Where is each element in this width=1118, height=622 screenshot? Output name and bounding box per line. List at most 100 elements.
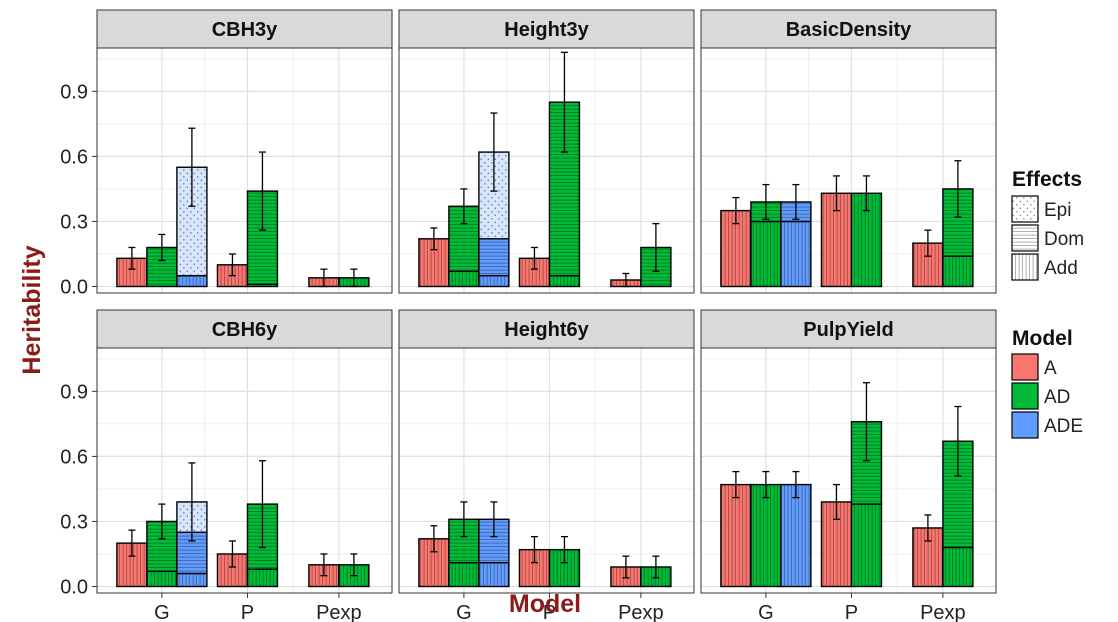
bar-pattern-dom: [478, 238, 509, 276]
facet-PulpYield: PulpYield: [700, 309, 997, 594]
y-tick-label: 0.9: [60, 81, 88, 103]
bar-Pexp-AD: [942, 405, 974, 588]
bar-pattern-add: [247, 569, 278, 587]
bar-pattern-add: [549, 275, 580, 287]
bar-P-AD: [850, 382, 883, 588]
x-tick-label: P: [845, 602, 858, 622]
bar-G-ADE: [780, 470, 812, 588]
y-tick-label: 0.3: [60, 511, 88, 533]
bar-Pexp-AD: [640, 555, 672, 588]
bar-pattern-add: [750, 221, 781, 287]
legend-title-model: Model: [1012, 327, 1073, 350]
facet-title: Height6y: [504, 319, 589, 341]
x-tick-label: P: [543, 602, 556, 622]
bar-Pexp-AD: [640, 222, 672, 288]
legend: Effects Epi Dom Add Model A AD ADE: [1011, 168, 1084, 439]
facet-Height3y: Height3y: [398, 9, 695, 294]
bar-G-A: [418, 227, 450, 288]
y-tick-label: 0.6: [60, 446, 88, 468]
panel-border: [700, 347, 997, 594]
bar-G-A: [418, 525, 450, 588]
bar-pattern-add: [942, 256, 973, 287]
x-tick-label: P: [241, 602, 254, 622]
panel-border: [398, 347, 695, 594]
bar-pattern-add: [780, 484, 811, 587]
facet-CBH3y: CBH3y: [96, 9, 393, 294]
bar-P-A: [820, 175, 853, 288]
bar-pattern-add: [780, 221, 811, 287]
bar-pattern-add: [720, 484, 751, 587]
bar-pattern-add: [247, 284, 278, 287]
legend-key-pattern: [1011, 253, 1039, 281]
bar-Pexp-AD: [338, 268, 370, 288]
bar-P-A: [518, 246, 551, 288]
facet-CBH6y: CBH6y: [96, 309, 393, 594]
facet-title: Height3y: [504, 19, 589, 41]
bar-pattern-add: [750, 484, 781, 587]
bar-pattern-add: [176, 275, 207, 287]
facet-title: CBH6y: [212, 319, 278, 341]
legend-label-epi: Epi: [1044, 200, 1071, 221]
y-axis-title: Heritability: [18, 245, 46, 374]
bar-P-AD: [850, 175, 883, 288]
bar-pattern-add: [478, 275, 509, 287]
facet-title: CBH3y: [212, 19, 278, 41]
x-tick-label: Pexp: [920, 602, 966, 622]
legend-key-pattern: [1011, 195, 1039, 223]
facet-Height6y: Height6y: [398, 309, 695, 594]
y-tick-label: 0.0: [60, 576, 88, 598]
bar-G-A: [720, 196, 752, 288]
legend-label-ad: AD: [1044, 387, 1070, 408]
bar-P-AD: [548, 51, 581, 288]
bar-G-A: [116, 529, 148, 588]
plot-background: [97, 48, 392, 293]
bar-P-A: [820, 483, 853, 588]
bar-Pexp-AD: [942, 160, 974, 288]
bar-G-A: [116, 246, 148, 288]
x-tick-label: Pexp: [618, 602, 664, 622]
bar-Pexp-AD: [338, 553, 370, 588]
bar-G-AD: [750, 470, 782, 588]
panel-border: [700, 47, 997, 294]
y-axis-ticks: 0.0 0.3 0.6 0.9 0.0 0.3 0.6 0.9: [60, 81, 97, 598]
panel-border: [96, 47, 393, 294]
legend-label-dom: Dom: [1044, 229, 1084, 250]
legend-key-pattern: [1011, 224, 1039, 252]
x-axis-ticks: G P Pexp G P Pexp G P Pexp: [154, 593, 966, 622]
legend-key-ade: [1011, 411, 1039, 439]
facet-strip: [398, 309, 695, 349]
bar-Pexp-A: [912, 229, 944, 288]
facet-title: BasicDensity: [786, 19, 912, 41]
bar-pattern-add: [176, 573, 207, 587]
legend-key-a: [1011, 353, 1039, 381]
bar-G-ADE: [176, 127, 208, 288]
bar-G-AD: [448, 501, 480, 588]
facet-strip: [96, 309, 393, 349]
facet-BasicDensity: BasicDensity: [700, 9, 997, 294]
facet-strip: [700, 9, 997, 49]
x-tick-label: G: [456, 602, 472, 622]
panel-border: [96, 347, 393, 594]
y-tick-label: 0.3: [60, 211, 88, 233]
bar-P-AD: [548, 535, 581, 588]
facet-title: PulpYield: [803, 319, 893, 341]
legend-label-ade: ADE: [1044, 416, 1083, 437]
x-tick-label: Pexp: [316, 602, 362, 622]
bar-P-AD: [246, 460, 279, 588]
x-axis-title: Model: [509, 590, 581, 618]
bar-G-AD: [146, 503, 178, 588]
bar-pattern-add: [448, 271, 479, 287]
bar-G-ADE: [478, 112, 510, 288]
facet-panels: CBH3y Height3y BasicDensity CBH6y Height6y Pu…: [96, 9, 997, 594]
bar-G-AD: [146, 233, 178, 288]
bar-Pexp-A: [308, 553, 340, 588]
bar-G-AD: [750, 183, 782, 288]
y-tick-label: 0.9: [60, 381, 88, 403]
x-tick-label: G: [758, 602, 774, 622]
legend-title-effects: Effects: [1012, 168, 1082, 191]
panel-border: [398, 47, 695, 294]
legend-label-add: Add: [1044, 258, 1078, 279]
bar-pattern-add: [942, 547, 973, 587]
y-tick-label: 0.0: [60, 276, 88, 298]
